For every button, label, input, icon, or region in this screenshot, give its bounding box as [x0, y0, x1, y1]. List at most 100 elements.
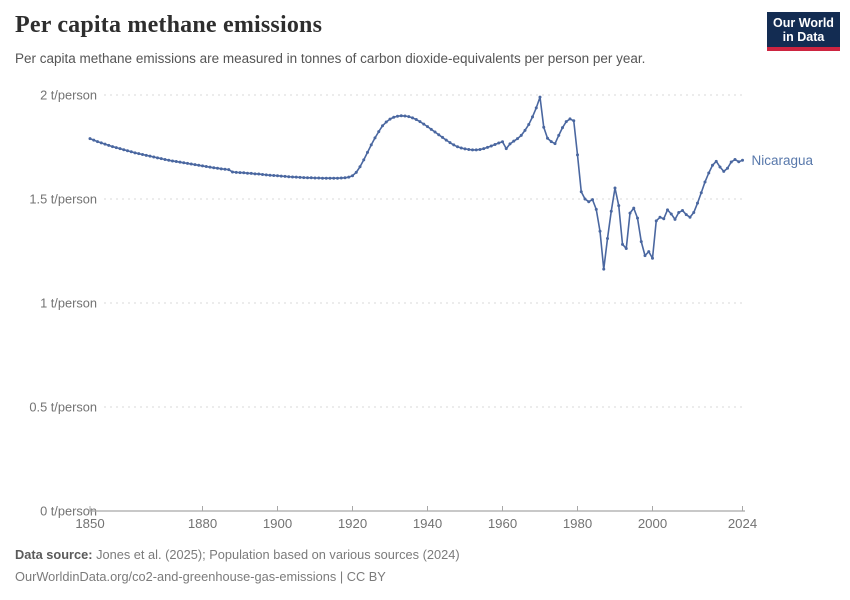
data-point[interactable] — [373, 136, 377, 140]
data-point[interactable] — [257, 172, 261, 176]
data-point[interactable] — [692, 211, 696, 215]
data-point[interactable] — [246, 171, 249, 175]
data-point[interactable] — [628, 211, 632, 215]
data-point[interactable] — [388, 117, 392, 121]
data-point[interactable] — [122, 148, 126, 152]
data-point[interactable] — [126, 149, 129, 153]
data-point[interactable] — [96, 140, 99, 144]
data-point[interactable] — [669, 212, 673, 216]
data-point[interactable] — [309, 176, 313, 180]
data-point[interactable] — [384, 120, 388, 124]
data-point[interactable] — [283, 174, 287, 178]
data-point[interactable] — [193, 163, 197, 167]
data-point[interactable] — [448, 141, 452, 145]
data-point[interactable] — [651, 256, 654, 260]
data-point[interactable] — [699, 191, 703, 195]
data-point[interactable] — [474, 148, 478, 152]
data-point[interactable] — [549, 140, 553, 144]
data-point[interactable] — [553, 142, 557, 146]
data-point[interactable] — [568, 117, 572, 121]
data-point[interactable] — [489, 144, 493, 148]
data-point[interactable] — [459, 146, 463, 150]
data-point[interactable] — [328, 176, 332, 180]
data-point[interactable] — [444, 138, 448, 142]
data-point[interactable] — [332, 176, 336, 180]
owid-logo[interactable]: Our World in Data — [767, 12, 840, 51]
data-point[interactable] — [471, 148, 474, 152]
data-point[interactable] — [182, 161, 186, 165]
data-point[interactable] — [204, 165, 208, 169]
data-point[interactable] — [508, 142, 512, 146]
data-point[interactable] — [546, 136, 549, 140]
data-point[interactable] — [336, 176, 339, 180]
data-point[interactable] — [478, 148, 482, 151]
data-point[interactable] — [482, 147, 486, 151]
entity-label-nicaragua[interactable]: Nicaragua — [752, 153, 814, 168]
data-point[interactable] — [317, 176, 321, 180]
data-point[interactable] — [268, 173, 272, 177]
data-point[interactable] — [703, 180, 707, 184]
data-point[interactable] — [486, 145, 489, 149]
data-point[interactable] — [531, 115, 534, 119]
data-point[interactable] — [403, 114, 407, 118]
data-point[interactable] — [238, 171, 242, 175]
data-point[interactable] — [298, 175, 302, 179]
data-point[interactable] — [227, 168, 231, 172]
data-point[interactable] — [156, 156, 159, 160]
data-point[interactable] — [418, 120, 422, 124]
data-point[interactable] — [632, 206, 636, 210]
data-point[interactable] — [688, 215, 692, 219]
data-point[interactable] — [422, 122, 426, 126]
data-point[interactable] — [347, 175, 351, 179]
data-point[interactable] — [253, 172, 257, 176]
data-point[interactable] — [594, 207, 598, 211]
data-point[interactable] — [467, 148, 471, 151]
data-point[interactable] — [189, 162, 193, 166]
data-point[interactable] — [272, 174, 276, 177]
data-point[interactable] — [291, 175, 294, 179]
data-point[interactable] — [111, 145, 114, 149]
data-point[interactable] — [339, 176, 343, 180]
data-point[interactable] — [107, 143, 111, 147]
data-point[interactable] — [351, 174, 354, 178]
data-point[interactable] — [392, 115, 396, 119]
data-point[interactable] — [437, 133, 441, 137]
data-point[interactable] — [144, 153, 148, 157]
data-point[interactable] — [362, 158, 366, 162]
data-point[interactable] — [501, 140, 504, 144]
data-point[interactable] — [294, 175, 298, 179]
data-point[interactable] — [377, 130, 381, 134]
data-point[interactable] — [441, 135, 444, 139]
data-point[interactable] — [557, 133, 561, 137]
data-point[interactable] — [152, 155, 156, 159]
data-point[interactable] — [452, 143, 456, 147]
data-point[interactable] — [186, 161, 189, 165]
data-point[interactable] — [733, 157, 737, 161]
data-point[interactable] — [512, 139, 516, 143]
data-point[interactable] — [171, 159, 174, 163]
data-point[interactable] — [681, 208, 684, 212]
data-point[interactable] — [276, 174, 279, 178]
data-point[interactable] — [324, 176, 328, 180]
data-point[interactable] — [572, 119, 576, 123]
data-point[interactable] — [609, 209, 613, 213]
data-point[interactable] — [407, 115, 411, 119]
data-point[interactable] — [103, 142, 107, 146]
data-point[interactable] — [579, 190, 583, 194]
data-point[interactable] — [729, 160, 733, 164]
data-point[interactable] — [231, 170, 234, 174]
data-point[interactable] — [707, 171, 711, 175]
data-point[interactable] — [159, 157, 163, 161]
data-point[interactable] — [279, 174, 283, 178]
license-link[interactable]: OurWorldinData.org/co2-and-greenhouse-ga… — [15, 569, 386, 584]
data-point[interactable] — [534, 106, 538, 110]
data-point[interactable] — [306, 176, 309, 180]
data-point[interactable] — [527, 123, 531, 127]
data-point[interactable] — [208, 165, 212, 169]
data-point[interactable] — [396, 114, 399, 118]
data-point[interactable] — [174, 160, 178, 164]
data-point[interactable] — [606, 237, 609, 241]
data-point[interactable] — [148, 154, 152, 158]
data-point[interactable] — [433, 130, 437, 134]
data-point[interactable] — [684, 213, 688, 217]
